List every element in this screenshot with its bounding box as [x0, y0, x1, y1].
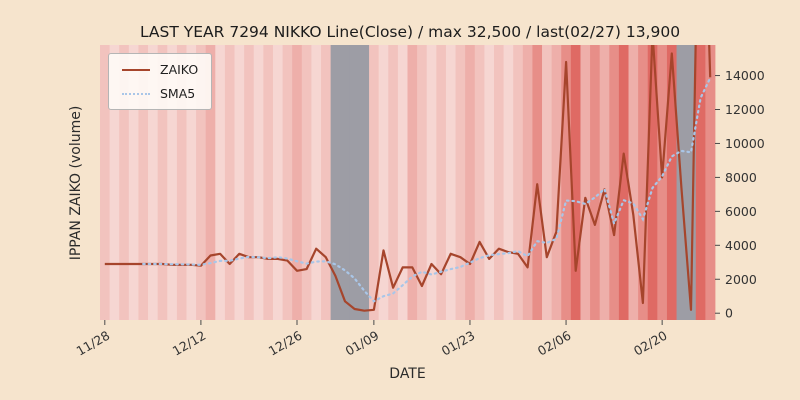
legend-item-zaiko: ZAIKO	[122, 62, 198, 77]
x-axis-label: DATE	[389, 366, 426, 382]
y-tick-label: 4000	[725, 238, 757, 253]
y-tick-label: 10000	[725, 136, 765, 151]
y-tick-label: 14000	[725, 68, 765, 83]
x-tick-label: 01/09	[343, 328, 382, 359]
background-heat-stripes	[100, 45, 716, 320]
x-tick-label: 02/20	[631, 328, 670, 359]
y-tick-label: 0	[725, 306, 733, 321]
chart-title: LAST YEAR 7294 NIKKO Line(Close) / max 3…	[139, 23, 681, 41]
x-tick-label: 12/12	[170, 328, 209, 359]
sma5-line	[142, 76, 712, 303]
x-tick-label: 11/28	[74, 328, 113, 359]
legend: ZAIKO SMA5	[108, 53, 213, 110]
legend-item-sma5: SMA5	[122, 86, 198, 101]
y-axis-ticks: 0 2000 4000 6000 8000 10000 12000 14000	[715, 68, 765, 321]
legend-label-zaiko: ZAIKO	[160, 62, 199, 77]
y-tick-label: 2000	[725, 272, 757, 287]
x-tick-label: 02/06	[535, 328, 574, 359]
y-tick-label: 8000	[725, 170, 757, 185]
legend-label-sma5: SMA5	[160, 86, 196, 101]
zaiko-line	[104, 45, 712, 312]
sma5-line-sample-icon	[122, 92, 150, 95]
zaiko-line-sample-icon	[122, 68, 150, 71]
y-tick-label: 6000	[725, 204, 757, 219]
y-axis-label: IPPAN ZAIKO (volume)	[68, 105, 84, 261]
x-axis-ticks: 11/28 12/12 12/26 01/09 01/23 02/06 02/20	[74, 320, 670, 359]
x-tick-label: 01/23	[439, 328, 478, 359]
y-tick-label: 12000	[725, 102, 765, 117]
x-tick-label: 12/26	[266, 328, 305, 359]
